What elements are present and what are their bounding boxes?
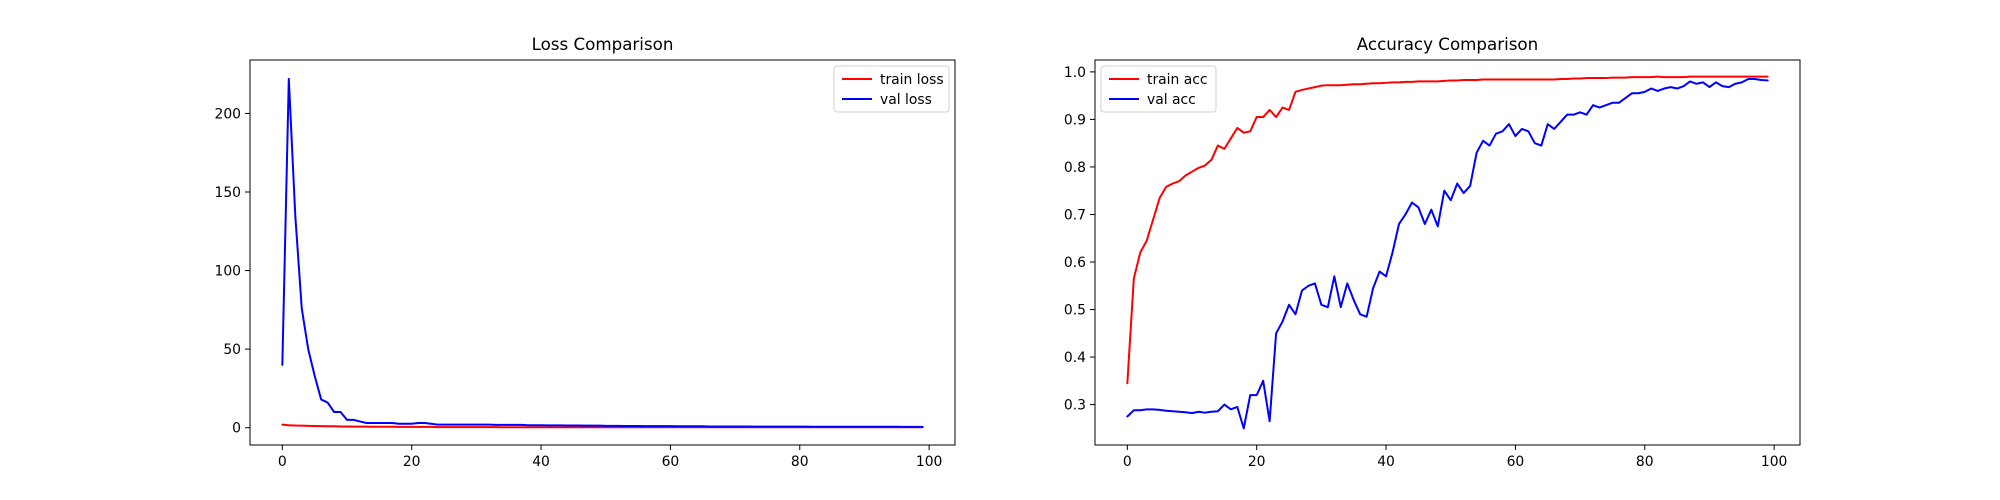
x-tick-label: 60: [1507, 454, 1525, 470]
legend-label: train loss: [880, 72, 944, 88]
x-tick-label: 60: [662, 454, 680, 470]
legend-box: [1100, 65, 1217, 113]
x-tick-label: 80: [791, 454, 809, 470]
x-tick-label: 80: [1636, 454, 1654, 470]
y-tick-label: 0.4: [1064, 350, 1086, 366]
plot-area: 0 20 40 60 80 100 0.3 0.4 0.5 0.6 0.7 0.8 0.9 1.0: [1064, 59, 1801, 470]
legend: train loss val loss: [833, 65, 950, 113]
y-tick-label: 100: [214, 264, 241, 280]
y-tick-label: 1.0: [1064, 65, 1086, 81]
plot-area: 0 20 40 60 80 100 0 50 100 150 200: [214, 59, 956, 470]
x-tick-label: 20: [403, 454, 421, 470]
chart-title: Loss Comparison: [532, 34, 674, 54]
legend: train acc val acc: [1100, 65, 1217, 113]
legend-label: val loss: [880, 92, 932, 108]
series-line-val-acc: [1126, 78, 1769, 430]
axes-frame: [249, 59, 956, 446]
axes-frame: [1094, 59, 1801, 446]
y-tick-label: 0.5: [1064, 303, 1086, 319]
y-tick-label: 0: [232, 421, 241, 437]
y-tick-label: 0.9: [1064, 112, 1086, 128]
y-tick-label: 150: [214, 185, 241, 201]
x-tick-label: 20: [1248, 454, 1266, 470]
legend-label: val acc: [1147, 92, 1196, 108]
series-line-train-acc: [1126, 75, 1769, 385]
x-tick-label: 40: [1377, 454, 1395, 470]
accuracy-comparison-chart: Accuracy Comparison 0 20 40 60 80 100 0.3 0.4 0.…: [1064, 34, 1801, 470]
y-tick-label: 0.7: [1064, 207, 1086, 223]
y-tick-label: 0.3: [1064, 398, 1086, 414]
x-tick-label: 0: [1123, 454, 1132, 470]
x-tick-label: 100: [916, 454, 943, 470]
y-tick-label: 50: [223, 342, 241, 358]
series-line-val-loss: [281, 77, 924, 428]
chart-title: Accuracy Comparison: [1357, 34, 1538, 54]
x-tick-label: 0: [278, 454, 287, 470]
y-tick-label: 200: [214, 106, 241, 122]
y-tick-label: 0.6: [1064, 255, 1086, 271]
loss-comparison-chart: Loss Comparison 0 20 40 60 80 100 0 50 100 150 200…: [214, 34, 956, 470]
x-tick-label: 100: [1761, 454, 1788, 470]
legend-box: [833, 65, 950, 113]
y-tick-label: 0.8: [1064, 160, 1086, 176]
legend-label: train acc: [1147, 72, 1208, 88]
x-tick-label: 40: [532, 454, 550, 470]
